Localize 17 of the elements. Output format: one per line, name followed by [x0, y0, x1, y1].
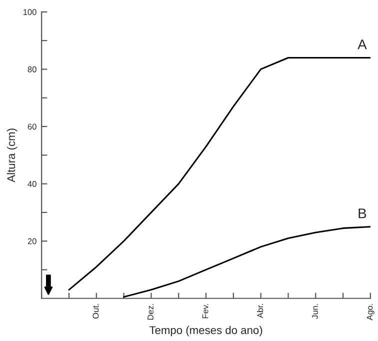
y-tick-label: 60 — [28, 124, 36, 130]
x-axis-title: Tempo (meses do ano) — [149, 326, 262, 336]
y-tick-label: 80 — [28, 66, 36, 72]
y-tick-label: 100 — [23, 9, 36, 16]
x-tick-label: Abr. — [256, 304, 264, 318]
x-tick-label: Fev. — [202, 304, 208, 318]
x-tick-label: Ago. — [366, 304, 374, 320]
y-tick-label: 40 — [28, 181, 36, 187]
y-axis-title: Altura (cm) — [6, 128, 18, 182]
x-tick-label: Jun. — [312, 304, 318, 319]
x-tick-label: Dez. — [148, 304, 154, 320]
series-label: B — [358, 208, 366, 218]
line-series — [123, 226, 370, 298]
series-label: A — [358, 40, 367, 50]
y-tick-label: 20 — [28, 238, 36, 244]
x-tick-label: Out. — [92, 304, 99, 319]
line-series — [68, 57, 370, 291]
